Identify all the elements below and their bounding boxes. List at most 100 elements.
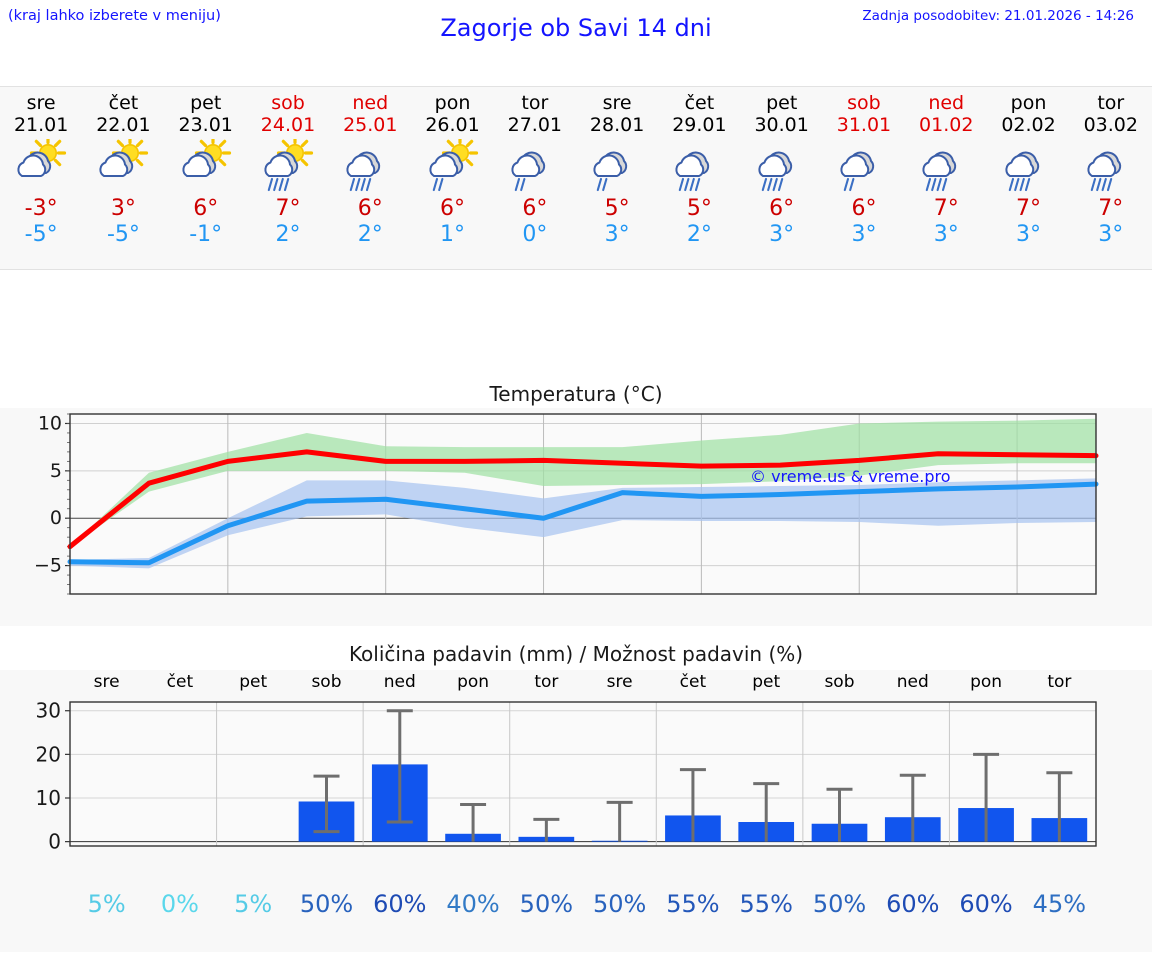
precipitation-error-bar (460, 803, 487, 842)
max-temperature-label: 6° (522, 196, 548, 221)
max-temperature-label: 5° (686, 196, 712, 221)
precip-day-label: sob (824, 672, 855, 692)
precip-probability-label: 50% (812, 890, 867, 918)
max-temperature-label: 6° (357, 196, 383, 221)
temperature-range-band (70, 418, 1096, 547)
max-temperature-label: 7° (933, 196, 959, 221)
last-update-text: Zadnja posodobitev: 21.01.2026 - 14:26 (862, 8, 1134, 24)
day-of-week-label: sob (847, 92, 881, 114)
day-of-week-label: pet (190, 92, 222, 114)
precipitation-error-bar (386, 709, 413, 824)
weather-icon-wrap (177, 138, 235, 194)
max-temperature-label: 5° (604, 196, 630, 221)
weather-icon-wrap (12, 138, 70, 194)
weather-icon-wrap (424, 138, 482, 194)
rain-cloud-icon (1087, 151, 1121, 192)
temp-ytick-label: 0 (50, 507, 62, 529)
max-temperature-label: 6° (769, 196, 795, 221)
weather-icon-wrap (94, 138, 152, 194)
day-of-week-label: sre (602, 92, 632, 114)
day-date-label: 22.01 (96, 114, 151, 136)
day-cell-22-01[interactable]: čet 22.01 3° -5° (82, 87, 164, 269)
sun-behind-rain-cloud-light-icon (429, 139, 478, 192)
day-of-week-label: pet (766, 92, 798, 114)
precip-probability-label: 50% (519, 890, 574, 918)
precipitation-error-bar (606, 800, 633, 842)
day-cell-24-01[interactable]: sob 24.01 7° 2° (247, 87, 329, 269)
min-temperature-label: 2° (357, 222, 383, 247)
day-date-label: 26.01 (425, 114, 480, 136)
day-cell-21-01[interactable]: sre 21.01 -3° -5° (0, 87, 82, 269)
temperature-chart-section: Temperatura (°C) −5 0 5 10 (0, 382, 1152, 626)
precipitation-chart-section: Količina padavin (mm) / Možnost padavin … (0, 642, 1152, 952)
min-temperature-label: 3° (1016, 222, 1042, 247)
sun-behind-cloud-icon (182, 139, 231, 177)
day-cell-03-02[interactable]: tor 03.02 7° 3° (1070, 87, 1152, 269)
weather-icon-wrap (1000, 138, 1058, 194)
day-of-week-label: sob (271, 92, 305, 114)
max-temperature-label: 6° (851, 196, 877, 221)
min-temperature-label: -5° (106, 222, 140, 247)
temperature-line (67, 481, 1099, 566)
max-temperature-label: 3° (110, 196, 136, 221)
precip-probability-label: 5% (234, 890, 273, 918)
precip-probability-label: 60% (373, 890, 427, 918)
precip-probability-label: 0% (160, 890, 199, 918)
precip-day-label: pet (239, 672, 268, 692)
precipitation-error-bar (533, 817, 560, 842)
day-date-label: 01.02 (919, 114, 974, 136)
min-temperature-label: 0° (522, 222, 548, 247)
rain-cloud-icon (1004, 151, 1039, 192)
max-temperature-label: -3° (24, 196, 58, 221)
precip-day-label: tor (534, 672, 559, 692)
max-temperature-label: 7° (1016, 196, 1042, 221)
day-cell-27-01[interactable]: tor 27.01 6° 0° (494, 87, 576, 269)
day-date-label: 02.02 (1001, 114, 1056, 136)
day-cell-25-01[interactable]: ned 25.01 6° 2° (329, 87, 411, 269)
precip-probability-label: 45% (1032, 890, 1087, 918)
day-of-week-label: tor (1097, 92, 1125, 114)
day-cell-23-01[interactable]: pet 23.01 6° -1° (165, 87, 247, 269)
day-cell-26-01[interactable]: pon 26.01 6° 1° (411, 87, 493, 269)
rain-cloud-icon (675, 151, 710, 192)
precip-day-label: pon (457, 672, 490, 692)
day-of-week-label: čet (108, 92, 139, 114)
precip-day-label: pon (970, 672, 1003, 692)
day-cell-29-01[interactable]: čet 29.01 5° 2° (658, 87, 740, 269)
day-date-label: 28.01 (589, 114, 645, 136)
copyright-label: © vreme.us & vreme.pro (750, 467, 951, 486)
day-cell-01-02[interactable]: ned 01.02 7° 3° (905, 87, 987, 269)
precip-day-label: pet (752, 672, 781, 692)
temperature-chart-title: Temperatura (°C) (489, 382, 663, 406)
min-temperature-label: 3° (1098, 222, 1124, 247)
precipitation-day-labels: sre čet pet sob ned pon tor sre čet pet sob ned pon t… (0, 672, 1152, 698)
min-temperature-label: 3° (933, 222, 959, 247)
day-of-week-label: sre (26, 92, 56, 114)
day-date-label: 03.02 (1083, 114, 1138, 136)
sun-behind-cloud-icon (99, 139, 149, 177)
day-cell-31-01[interactable]: sob 31.01 6° 3° (823, 87, 905, 269)
sun-behind-rain-cloud-icon (264, 139, 314, 192)
precip-probability-label: 50% (299, 890, 354, 918)
rain-cloud-light-icon (511, 151, 545, 192)
weather-icon-wrap (835, 138, 893, 194)
weather-icon-wrap (670, 138, 728, 194)
precipitation-error-bar (899, 773, 926, 842)
rain-cloud-light-icon (593, 151, 628, 192)
day-of-week-label: ned (928, 92, 965, 114)
min-temperature-label: 2° (686, 222, 712, 247)
day-of-week-label: pon (1010, 92, 1047, 114)
day-cell-02-02[interactable]: pon 02.02 7° 3° (987, 87, 1069, 269)
rain-cloud-light-icon (840, 151, 875, 192)
precip-day-label: ned (383, 672, 416, 692)
day-cell-30-01[interactable]: pet 30.01 6° 3° (741, 87, 823, 269)
temp-ytick-label: −5 (34, 555, 62, 577)
precip-probability-label: 60% (886, 890, 940, 918)
menu-hint-text: (kraj lahko izberete v meniju) (8, 8, 221, 24)
max-temperature-label: 7° (275, 196, 301, 221)
day-cell-28-01[interactable]: sre 28.01 5° 3° (576, 87, 658, 269)
day-date-label: 31.01 (836, 114, 892, 136)
page-title: Zagorje ob Savi 14 dni (440, 14, 712, 42)
temperature-chart-svg: −5 0 5 10 (34, 412, 1099, 595)
sun-behind-cloud-icon (17, 139, 67, 177)
